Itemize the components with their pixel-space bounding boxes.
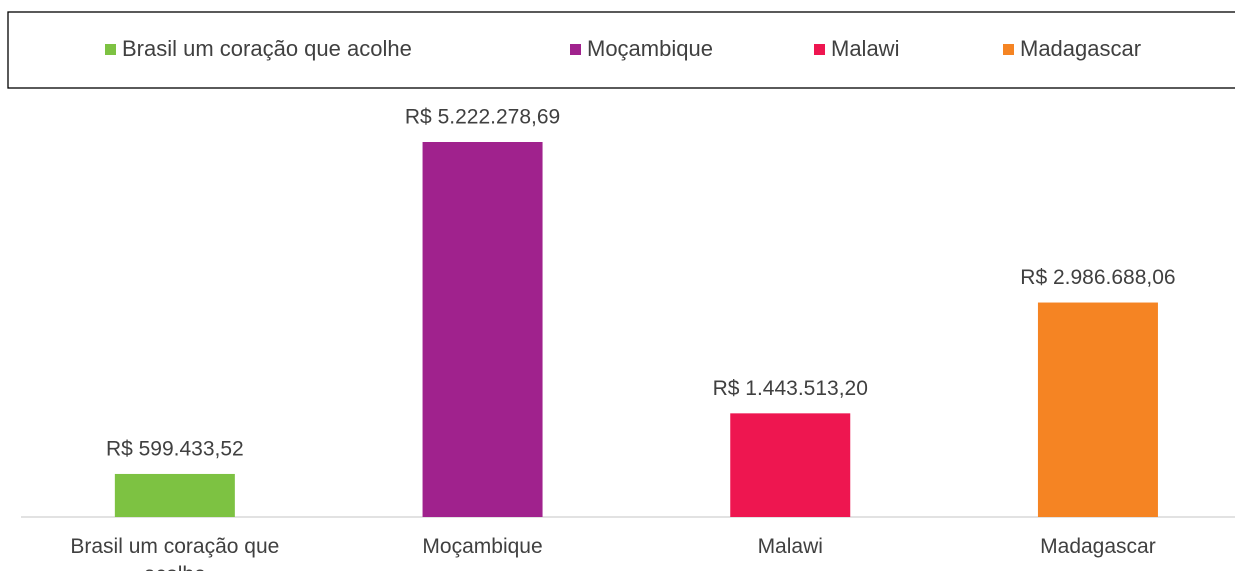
x-tick-label: Moçambique [422, 535, 543, 558]
legend-label: Moçambique [587, 36, 713, 61]
legend-swatch [1003, 44, 1014, 55]
bar [422, 142, 543, 517]
data-label: R$ 2.986.688,06 [1020, 266, 1175, 289]
bar [730, 413, 851, 517]
data-label: R$ 1.443.513,20 [713, 377, 868, 400]
legend-swatch [105, 44, 116, 55]
data-label: R$ 5.222.278,69 [405, 106, 560, 129]
x-tick-label: Madagascar [1040, 535, 1156, 558]
legend-swatch [570, 44, 581, 55]
legend-label: Brasil um coração que acolhe [122, 36, 412, 61]
legend-box [7, 11, 1235, 89]
legend-label: Madagascar [1020, 36, 1141, 61]
data-label: R$ 599.433,52 [106, 438, 244, 461]
legend-label: Malawi [831, 36, 899, 61]
x-tick-label: Brasil um coração que acolhe [70, 535, 280, 571]
bar [1037, 302, 1158, 517]
x-tick-label: Malawi [757, 535, 823, 558]
bar [114, 473, 235, 517]
legend-swatch [814, 44, 825, 55]
